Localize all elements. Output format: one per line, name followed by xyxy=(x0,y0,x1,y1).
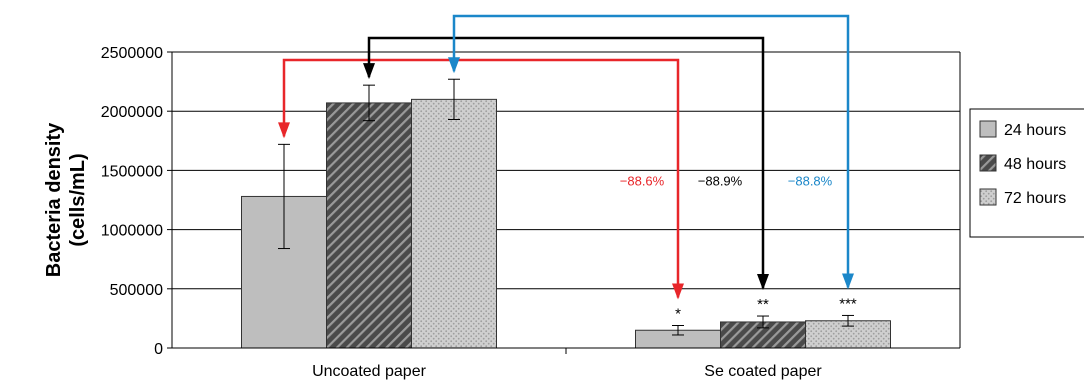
bar-1-2 xyxy=(326,102,412,349)
percent-annotation: −88.8% xyxy=(788,173,833,188)
y-tick-label: 2500000 xyxy=(101,45,163,62)
axes xyxy=(167,51,961,354)
significance-marker: *** xyxy=(839,295,857,312)
legend-swatch xyxy=(979,154,997,172)
bar-1-3 xyxy=(411,98,497,349)
comparison-arrow-line xyxy=(452,14,850,288)
comparison-arrows xyxy=(278,14,854,300)
x-tick-label: Se coated paper xyxy=(704,363,822,380)
error-bars xyxy=(278,78,854,336)
y-tick-label: 500000 xyxy=(110,282,163,299)
comparison-arrow-line xyxy=(367,36,765,289)
arrowhead xyxy=(448,57,460,74)
arrowhead xyxy=(363,63,375,80)
legend-label: 24 hours xyxy=(1004,122,1066,139)
y-axis-label-line1: Bacteria density xyxy=(43,122,65,277)
percent-annotations: −88.6% −88.9% −88.8% xyxy=(620,173,833,188)
percent-annotation: −88.6% xyxy=(620,173,665,188)
y-axis-label-line2: (cells/mL) xyxy=(67,153,89,246)
bars xyxy=(241,98,891,349)
significance-marker: * xyxy=(675,306,681,323)
x-tick-labels: Uncoated paper Se coated paper xyxy=(312,363,822,380)
y-tick-labels: 0 500000 1000000 1500000 2000000 2500000 xyxy=(101,45,163,358)
y-tick-label: 0 xyxy=(154,341,163,358)
y-tick-label: 1000000 xyxy=(101,223,163,240)
arrowhead xyxy=(757,274,769,291)
x-tick-label: Uncoated paper xyxy=(312,363,427,380)
arrowhead xyxy=(672,283,684,300)
arrowhead xyxy=(842,273,854,290)
y-tick-label: 2000000 xyxy=(101,104,163,121)
legend-label: 72 hours xyxy=(1004,190,1066,207)
legend-swatch xyxy=(979,188,997,206)
arrowhead xyxy=(278,122,290,139)
comparison-arrow-line xyxy=(282,58,680,298)
significance-marker: ** xyxy=(757,296,769,313)
significance-markers: *** *** xyxy=(675,295,857,322)
percent-annotation: −88.9% xyxy=(698,173,743,188)
y-tick-label: 1500000 xyxy=(101,163,163,180)
legend-swatch xyxy=(979,120,997,138)
legend-label: 48 hours xyxy=(1004,156,1066,173)
legend: 24 hours 48 hours 72 hours xyxy=(969,108,1084,238)
